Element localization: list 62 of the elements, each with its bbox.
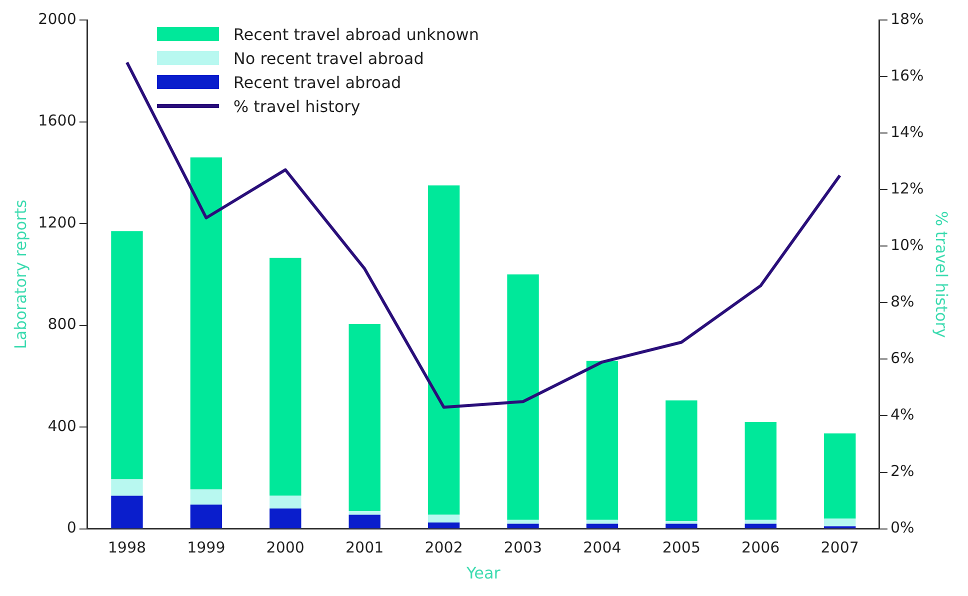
x-tick-label: 2000 — [266, 538, 304, 557]
bar — [111, 496, 143, 528]
y2-tick-label: 12% — [890, 179, 924, 198]
bar — [270, 508, 302, 528]
bar — [666, 400, 698, 522]
y2-tick-label: 8% — [890, 292, 914, 311]
x-axis-title: Year — [465, 564, 501, 583]
bar — [270, 258, 302, 496]
y2-tick-label: 16% — [890, 66, 924, 84]
legend-label: Recent travel abroad unknown — [233, 24, 479, 44]
y-tick-label: 400 — [48, 416, 76, 435]
y2-axis-title: % travel history — [932, 210, 952, 338]
legend-label: Recent travel abroad — [233, 72, 402, 92]
bar — [348, 324, 380, 511]
bar — [270, 496, 302, 508]
y-tick-label: 1600 — [38, 112, 76, 130]
bar — [190, 504, 222, 528]
x-tick-label: 2002 — [424, 538, 463, 557]
bar — [586, 360, 618, 520]
y-tick-label: 2000 — [38, 10, 76, 28]
bar — [824, 518, 856, 526]
bar — [586, 520, 618, 524]
bar — [507, 524, 539, 528]
y2-tick-label: 2% — [890, 462, 914, 480]
bar — [744, 520, 776, 524]
y2-tick-label: 4% — [890, 406, 914, 424]
y2-tick-label: 0% — [890, 518, 914, 537]
y2-tick-label: 10% — [890, 236, 924, 254]
legend-label: No recent travel abroad — [233, 48, 424, 68]
x-tick-label: 1998 — [108, 538, 146, 557]
bar — [507, 274, 539, 520]
y-tick-label: 0 — [66, 518, 76, 537]
bar — [824, 433, 856, 519]
bar — [428, 514, 460, 522]
bar — [666, 524, 698, 528]
bar — [190, 157, 222, 490]
y-axis-title: Laboratory reports — [10, 200, 30, 350]
y-tick-label: 1200 — [38, 213, 76, 232]
x-tick-label: 2005 — [662, 538, 701, 557]
x-tick-label: 2006 — [742, 538, 780, 557]
legend-label: % travel history — [233, 96, 360, 116]
bar — [111, 231, 143, 480]
bar — [744, 524, 776, 528]
y-tick-label: 800 — [48, 315, 76, 334]
bar — [428, 185, 460, 515]
y2-tick-label: 18% — [890, 10, 924, 28]
bar — [111, 479, 143, 496]
x-tick-label: 1999 — [187, 538, 226, 557]
y2-tick-label: 6% — [890, 349, 914, 368]
bar — [507, 520, 539, 524]
bar — [348, 514, 380, 528]
x-tick-label: 2007 — [820, 538, 859, 557]
bar — [744, 422, 776, 520]
bar — [666, 521, 698, 524]
x-tick-label: 2003 — [504, 538, 542, 557]
y2-tick-label: 14% — [890, 122, 924, 141]
bar — [428, 522, 460, 528]
bar — [348, 510, 380, 515]
bar — [190, 489, 222, 505]
bar — [586, 524, 618, 528]
x-tick-label: 2004 — [583, 538, 622, 557]
x-tick-label: 2001 — [346, 538, 384, 557]
